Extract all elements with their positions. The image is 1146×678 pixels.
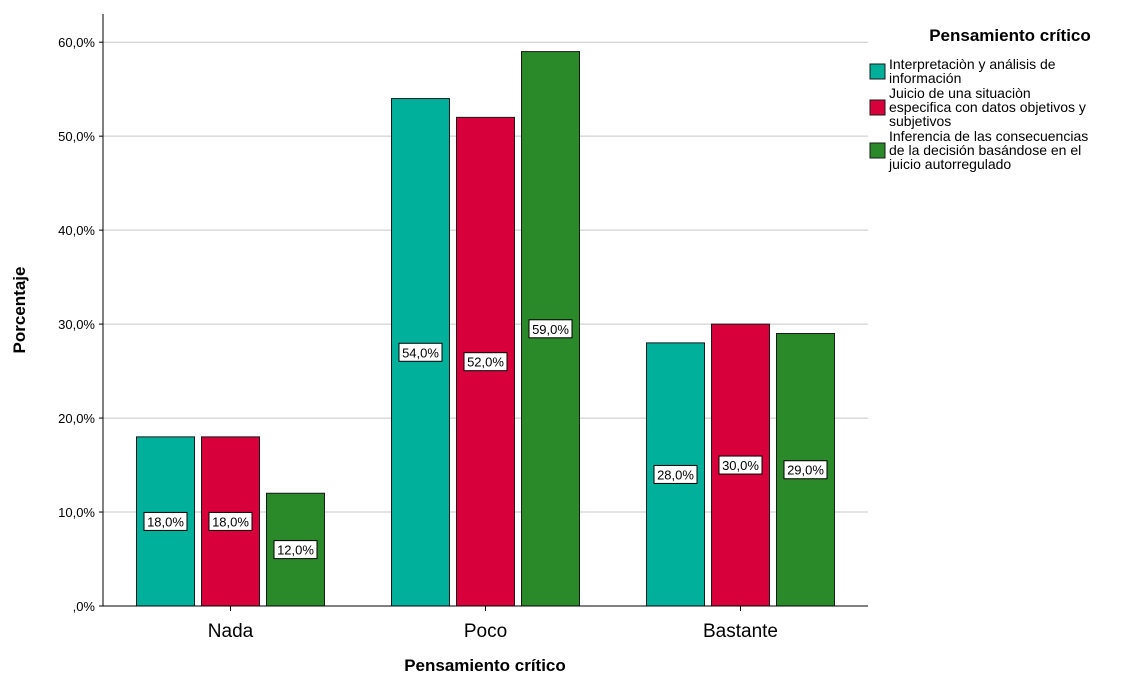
data-label-box [783, 460, 828, 480]
x-tick-label: Nada [208, 621, 254, 642]
data-label-box [718, 455, 763, 475]
data-label: 30,0% [722, 458, 759, 473]
y-tick-label: ,0% [73, 599, 96, 614]
y-tick-label: 50,0% [58, 129, 95, 144]
data-label-box [528, 319, 573, 339]
data-label-box [143, 511, 188, 531]
data-label-box [653, 464, 698, 484]
data-label: 28,0% [657, 467, 694, 482]
x-axis-title: Pensamiento crítico [404, 656, 566, 675]
data-label: 29,0% [787, 463, 824, 478]
data-label: 59,0% [532, 322, 569, 337]
legend-title: Pensamiento crítico [929, 26, 1091, 45]
data-label: 18,0% [212, 514, 249, 529]
x-tick-label: Poco [464, 621, 507, 642]
bars: 18,0% 18,0% 12,0% 54,0% 52,0% 59,0% 28,0% 30,0%… [136, 51, 835, 607]
data-label-box [273, 540, 318, 560]
legend-swatch [869, 99, 886, 116]
legend-entry-label: Interpretaciòn y análisis de información [889, 56, 1056, 86]
legend-entry-label: Juicio de una situaciòn especifica con da… [889, 85, 1086, 129]
y-axis-title: Porcentaje [10, 267, 29, 354]
legend-entry-label: Inferencia de las consecuencias de la dec… [888, 128, 1088, 172]
legend-swatch [869, 142, 886, 159]
data-label: 18,0% [147, 514, 184, 529]
legend: Pensamiento crítico Interpretaciòn y aná… [869, 26, 1091, 172]
data-label: 52,0% [467, 355, 504, 370]
data-label-box [463, 352, 508, 372]
data-label: 54,0% [402, 345, 439, 360]
y-tick-label: 20,0% [58, 411, 95, 426]
data-label-box [398, 342, 443, 362]
data-label-box [208, 511, 253, 531]
y-tick-label: 30,0% [58, 317, 95, 332]
y-tick-label: 40,0% [58, 223, 95, 238]
data-label: 12,0% [277, 543, 314, 558]
y-tick-label: 10,0% [58, 505, 95, 520]
legend-swatch [869, 63, 886, 80]
axes: ,0% 10,0% 20,0% 30,0% 40,0% 50,0% 60,0% Nada Poc… [58, 14, 868, 642]
y-tick-label: 60,0% [58, 35, 95, 50]
x-tick-label: Bastante [703, 621, 778, 642]
